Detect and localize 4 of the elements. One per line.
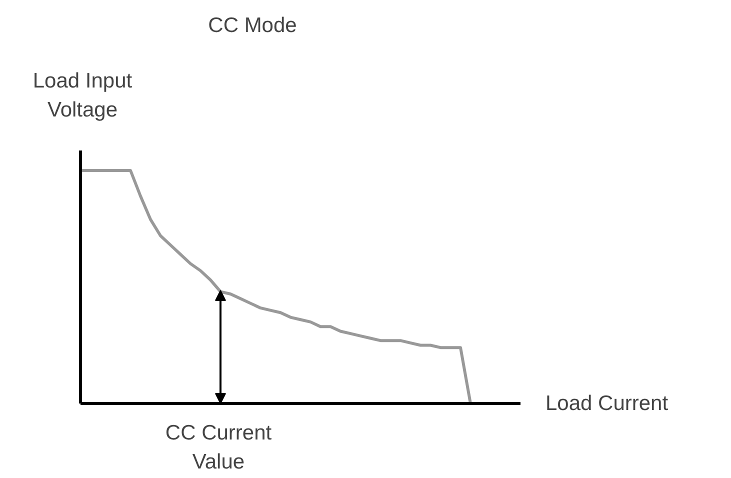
x-axis-title: Load Current — [546, 392, 668, 415]
text: CC Current Value — [165, 422, 272, 474]
chart-title: CC Mode — [208, 14, 297, 37]
y-axis-title: Load Input Voltage — [32, 70, 132, 122]
